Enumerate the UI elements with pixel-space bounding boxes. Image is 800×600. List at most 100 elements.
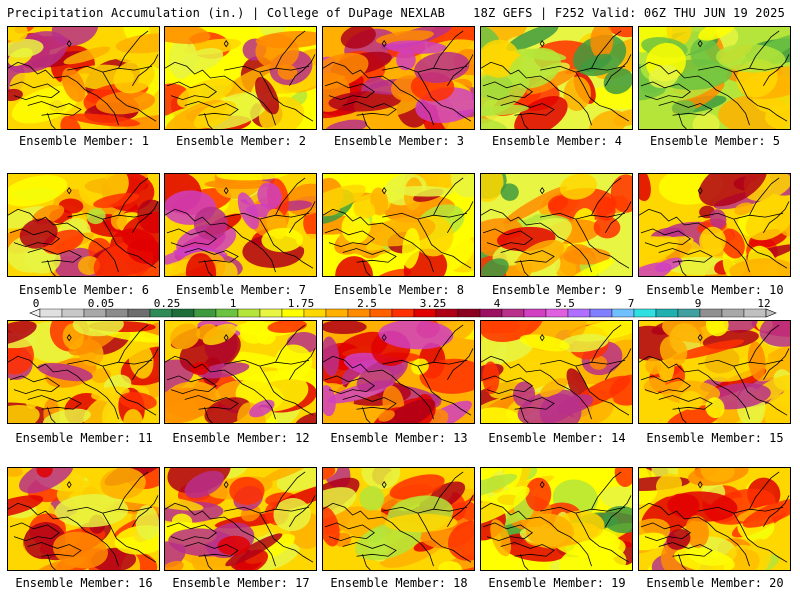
map-boundary-line	[67, 212, 153, 220]
precip-contour	[563, 76, 591, 112]
precip-contour	[481, 486, 530, 526]
colorbar-high-arrow	[765, 308, 777, 318]
precip-contour	[419, 358, 474, 394]
map-boundary-line	[47, 260, 56, 276]
map-boundary-line	[362, 260, 371, 276]
map-boundary-line	[324, 81, 376, 100]
map-boundary-line	[575, 512, 630, 563]
precip-contour	[481, 104, 529, 116]
map-boundary-line	[204, 113, 213, 129]
precip-contour	[639, 236, 676, 257]
precip-contour	[323, 468, 336, 481]
location-marker-icon	[223, 40, 229, 48]
map-boundary-line	[382, 359, 468, 367]
precip-contour	[323, 336, 340, 377]
map-boundary-line	[763, 54, 790, 87]
precip-contour	[185, 253, 217, 276]
ensemble-map-panel	[7, 26, 160, 130]
map-boundary-line	[540, 506, 626, 514]
map-boundary-line	[102, 365, 157, 416]
precip-contour	[8, 551, 29, 570]
precip-contour	[323, 487, 357, 521]
precip-contour	[8, 88, 23, 102]
precip-contour	[113, 60, 155, 94]
precip-map	[639, 321, 790, 423]
precip-contour	[177, 78, 234, 109]
precip-contour	[255, 33, 300, 70]
precip-contour	[742, 498, 790, 528]
precip-contour	[764, 104, 790, 129]
map-boundary-line	[749, 177, 780, 216]
map-boundary-line	[27, 248, 82, 263]
map-boundary-line	[433, 471, 464, 510]
ensemble-map-panel	[480, 467, 633, 571]
map-boundary-line	[447, 201, 474, 234]
precip-contour	[645, 357, 662, 375]
map-boundary-line	[324, 375, 376, 394]
ensemble-map-panel	[7, 320, 160, 424]
map-boundary-line	[8, 61, 78, 83]
map-boundary-line	[324, 228, 376, 247]
map-boundary-line	[605, 348, 632, 381]
colorbar-swatch	[61, 308, 85, 318]
precip-contour	[614, 468, 632, 488]
precip-contour	[135, 505, 159, 540]
map-boundary-line	[658, 542, 713, 557]
ensemble-map-panel	[480, 26, 633, 130]
map-boundary-line	[8, 502, 78, 524]
map-boundary-line	[259, 365, 314, 416]
map-boundary-line	[447, 54, 474, 87]
precip-contour	[193, 101, 237, 129]
precip-contour	[716, 43, 786, 73]
map-boundary-line	[224, 65, 310, 73]
ensemble-map-panel	[7, 173, 160, 277]
map-boundary-line	[678, 113, 687, 129]
map-boundary-line	[549, 81, 592, 126]
panel-label: Ensemble Member: 3	[333, 134, 465, 148]
ensemble-map-panel	[322, 467, 475, 571]
precip-contour	[666, 528, 691, 550]
precip-contour	[249, 399, 275, 418]
panel-label: Ensemble Member: 7	[175, 283, 307, 297]
map-boundary-line	[500, 395, 555, 410]
precip-contour	[165, 83, 189, 116]
precip-contour	[389, 474, 445, 500]
colorbar-swatch	[105, 308, 129, 318]
map-boundary-line	[733, 512, 788, 563]
precip-map	[481, 174, 632, 276]
map-boundary-line	[481, 61, 551, 83]
map-boundary-line	[275, 471, 306, 510]
location-marker-icon	[223, 334, 229, 342]
map-boundary-line	[342, 542, 397, 557]
ensemble-map-panel	[638, 467, 791, 571]
map-boundary-line	[323, 61, 393, 83]
colorbar-swatch	[127, 308, 151, 318]
precip-contour	[603, 68, 632, 95]
precip-contour	[639, 111, 675, 129]
location-marker-icon	[381, 481, 387, 489]
precip-contour	[384, 513, 458, 533]
map-boundary-line	[9, 228, 61, 247]
map-boundary-line	[639, 502, 709, 524]
precip-contour	[729, 258, 790, 276]
precip-contour	[229, 476, 265, 505]
precip-contour	[589, 110, 627, 129]
panel-label: Ensemble Member: 14	[488, 431, 626, 445]
colorbar-tick-label: 5.5	[555, 297, 575, 310]
precip-contour	[603, 505, 632, 534]
precip-contour	[481, 117, 508, 129]
map-boundary-line	[27, 542, 82, 557]
precip-contour	[385, 40, 447, 54]
precip-contour	[8, 175, 68, 207]
map-boundary-line	[549, 522, 592, 567]
map-boundary-line	[707, 228, 750, 273]
map-boundary-line	[391, 228, 434, 273]
location-marker-icon	[539, 481, 545, 489]
colorbar-swatch	[149, 308, 173, 318]
precip-contour	[655, 473, 683, 497]
map-boundary-line	[27, 101, 82, 116]
page-title: Precipitation Accumulation (in.) | Colle…	[7, 6, 446, 20]
map-boundary-line	[275, 324, 306, 363]
precip-contour	[481, 407, 523, 423]
map-boundary-line	[102, 512, 157, 563]
